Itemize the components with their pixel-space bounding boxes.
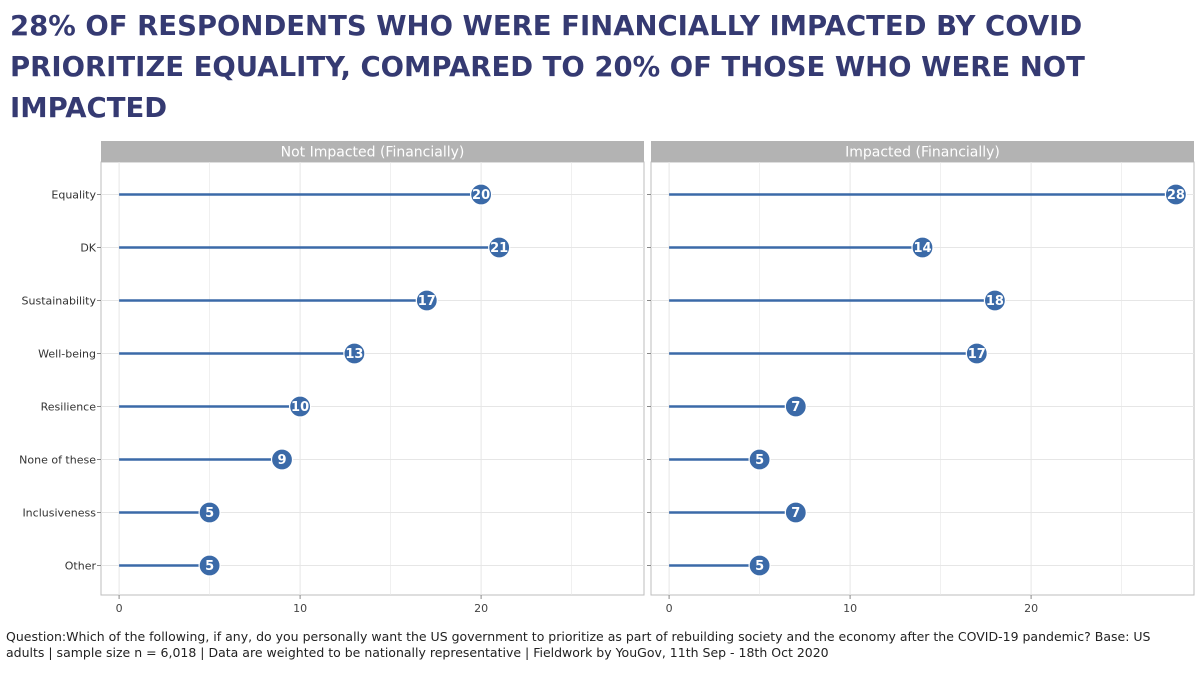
value-label: 20	[472, 188, 490, 203]
value-label: 7	[791, 506, 800, 521]
x-tick-label: 20	[1024, 602, 1038, 615]
lollipop-dot	[470, 183, 493, 206]
category-label: Resilience	[41, 401, 97, 414]
lollipop-dot	[415, 289, 438, 312]
panel-2: Impacted (Financially) 0 10 20 28 14 18 17 7 5 7 5	[647, 141, 1195, 615]
value-label: 10	[291, 400, 309, 415]
category-label: Equality	[51, 189, 96, 202]
x-tick-label: 0	[116, 602, 123, 615]
panel-strip-label: Not Impacted (Financially)	[281, 145, 465, 161]
value-label: 5	[755, 453, 764, 468]
lollipop-dot	[343, 342, 366, 365]
panel-strip	[651, 141, 1194, 162]
lollipop-dot	[784, 501, 807, 524]
lollipop-dot	[488, 236, 511, 259]
lollipop-dot	[1164, 183, 1188, 206]
panel-1: Not Impacted (Financially) 0 10 20 20 21 17 13 1…	[97, 141, 645, 615]
lollipop-dot	[911, 236, 934, 259]
category-label: DK	[80, 242, 96, 255]
category-label: Well-being	[38, 348, 96, 361]
value-label: 5	[205, 506, 214, 521]
lollipop-dot	[198, 501, 221, 524]
category-label: Inclusiveness	[22, 507, 96, 520]
lollipop-dot	[198, 554, 221, 577]
category-label: Other	[65, 560, 97, 573]
lollipop-dot	[784, 395, 807, 418]
x-tick-label: 10	[293, 602, 307, 615]
lollipop-dot	[748, 554, 771, 577]
x-tick-label: 0	[666, 602, 673, 615]
x-tick-label: 20	[474, 602, 488, 615]
lollipop-dot	[270, 448, 294, 471]
value-label: 21	[490, 241, 508, 256]
value-label: 14	[913, 241, 931, 256]
value-label: 17	[418, 294, 436, 309]
panel-strip	[101, 141, 644, 162]
value-label: 5	[755, 559, 764, 574]
category-label: Sustainability	[22, 295, 97, 308]
y-axis-labels: Equality DK Sustainability Well-being Resili…	[19, 189, 97, 573]
lollipop-dot	[748, 448, 771, 471]
value-label: 9	[277, 453, 286, 468]
panel-strip-label: Impacted (Financially)	[845, 145, 1000, 161]
value-label: 18	[986, 294, 1004, 309]
value-label: 13	[345, 347, 363, 362]
lollipop-dot	[983, 289, 1007, 312]
value-label: 7	[791, 400, 800, 415]
footnote: Question:Which of the following, if any,…	[6, 629, 1151, 660]
value-label: 17	[968, 347, 986, 362]
panel-border	[100, 161, 645, 596]
value-label: 28	[1167, 188, 1185, 203]
value-label: 5	[205, 559, 214, 574]
lollipop-dot	[289, 395, 312, 418]
chart-title: 28% OF RESPONDENTS WHO WERE FINANCIALLY …	[10, 10, 1085, 124]
x-tick-label: 10	[843, 602, 857, 615]
category-label: None of these	[19, 454, 96, 467]
panel-border	[650, 161, 1195, 596]
lollipop-dot	[965, 342, 988, 365]
